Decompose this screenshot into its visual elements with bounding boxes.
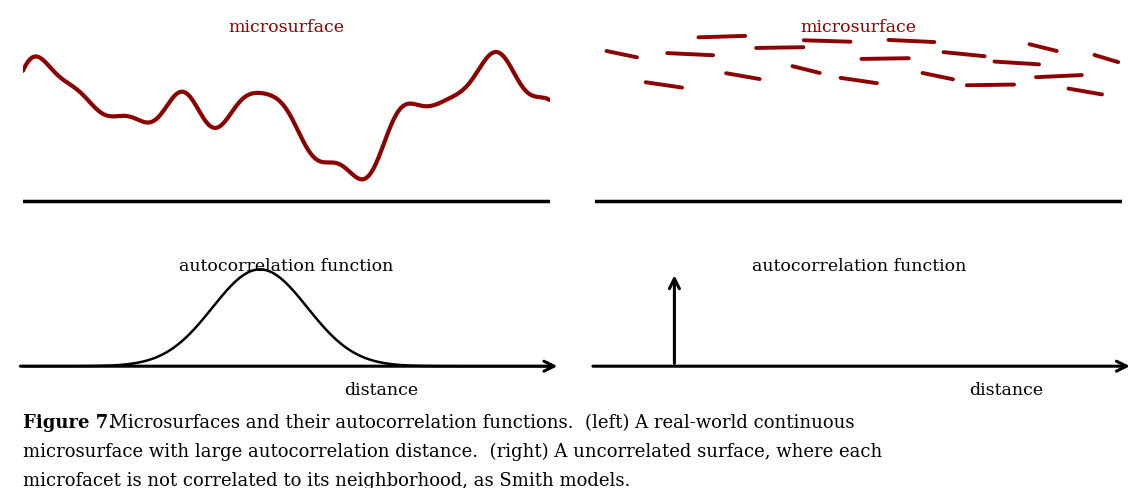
Text: distance: distance: [969, 382, 1043, 399]
Text: microsurface with large autocorrelation distance.  (right) A uncorrelated surfac: microsurface with large autocorrelation …: [23, 443, 882, 461]
Text: distance: distance: [344, 382, 418, 399]
Text: autocorrelation function: autocorrelation function: [751, 259, 966, 275]
Text: microsurface: microsurface: [800, 19, 917, 36]
Text: microfacet is not correlated to its neighborhood, as Smith models.: microfacet is not correlated to its neig…: [23, 472, 630, 488]
Text: Microsurfaces and their autocorrelation functions.  (left) A real-world continuo: Microsurfaces and their autocorrelation …: [97, 414, 854, 432]
Text: autocorrelation function: autocorrelation function: [179, 259, 394, 275]
Text: Figure 7.: Figure 7.: [23, 414, 115, 432]
Text: microsurface: microsurface: [228, 19, 345, 36]
